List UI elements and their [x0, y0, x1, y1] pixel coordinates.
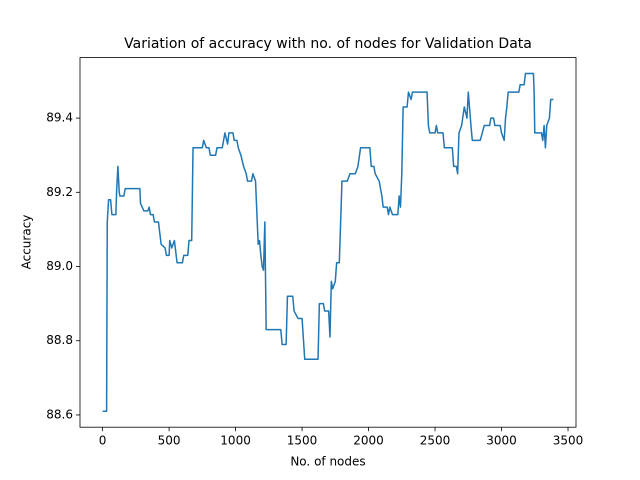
y-axis-label: Accuracy: [20, 215, 34, 270]
x-tick-label: 2500: [420, 434, 451, 448]
x-tick-label: 2000: [353, 434, 384, 448]
x-tick-label: 1500: [287, 434, 318, 448]
chart-title: Variation of accuracy with no. of nodes …: [124, 36, 532, 52]
x-tick-label: 0: [99, 434, 107, 448]
x-axis-label: No. of nodes: [290, 455, 365, 469]
y-tick-label: 88.6: [46, 407, 73, 421]
plot-frame: [79, 57, 577, 428]
y-tick-label: 89.4: [46, 111, 73, 125]
x-tick-label: 3500: [553, 434, 584, 448]
x-tick-label: 500: [158, 434, 181, 448]
y-tick-label: 88.8: [46, 333, 73, 347]
x-tick-label: 3000: [486, 434, 517, 448]
y-tick-label: 89.0: [46, 259, 73, 273]
x-tick-label: 1000: [220, 434, 251, 448]
y-tick-label: 89.2: [46, 185, 73, 199]
data-line: [102, 72, 554, 412]
